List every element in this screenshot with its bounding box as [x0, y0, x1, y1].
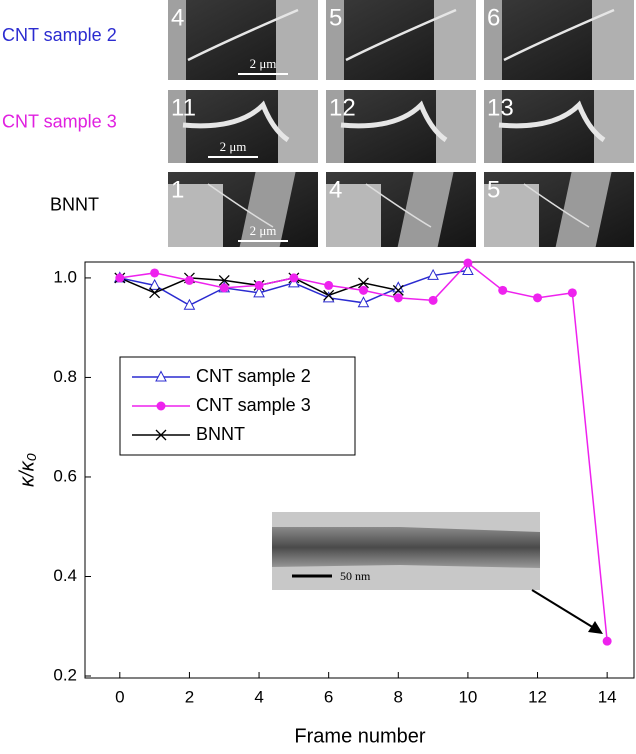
marker — [392, 284, 404, 296]
scale-bar-label: 2 μm — [220, 139, 247, 154]
electrode — [326, 184, 381, 247]
y-tick-label: 1.0 — [53, 267, 77, 286]
nanotube — [365, 183, 432, 228]
frame-number: 5 — [329, 4, 342, 31]
marker — [148, 278, 161, 290]
nanotube — [187, 8, 299, 62]
marker — [463, 258, 473, 268]
chart: 0.2 0.4 0.6 0.8 1.0 0 2 4 6 8 10 12 14 Frame number κ/… — [16, 258, 635, 747]
x-axis-label: Frame number — [294, 725, 425, 747]
legend-label: CNT sample 3 — [196, 395, 311, 415]
micrograph-panels: CNT sample 2 4 2 μm 5 6 CNT sample 3 11 2 μm 12 1… — [2, 0, 634, 247]
marker — [533, 293, 543, 303]
marker — [567, 288, 577, 298]
marker — [393, 293, 403, 303]
x-tick-label: 12 — [528, 687, 547, 706]
frame-number: 13 — [487, 94, 514, 121]
frame-number: 5 — [487, 176, 500, 203]
nanotube — [182, 100, 290, 143]
marker — [602, 636, 612, 646]
electrode — [484, 90, 502, 163]
frame-number: 1 — [171, 176, 184, 203]
row-label: CNT sample 2 — [2, 25, 117, 45]
marker — [115, 273, 125, 283]
marker — [323, 289, 335, 301]
y-axis-label: κ/κ₀ — [16, 453, 38, 487]
y-tick-label: 0.2 — [53, 665, 77, 684]
marker — [427, 268, 439, 280]
x-tick-label: 2 — [185, 687, 194, 706]
marker — [358, 277, 369, 289]
arrowhead — [588, 621, 603, 634]
electrode — [592, 0, 634, 80]
marker — [498, 285, 508, 295]
marker — [183, 298, 196, 310]
marker — [184, 275, 194, 285]
nanotube — [345, 8, 457, 62]
x-tick-label: 10 — [458, 687, 477, 706]
x-tick-label: 8 — [394, 687, 403, 706]
legend-label: CNT sample 2 — [196, 366, 311, 386]
y-tick-label: 0.6 — [53, 466, 77, 485]
nanotube — [207, 183, 274, 228]
row-label: BNNT — [50, 194, 99, 214]
frame-number: 4 — [329, 176, 342, 203]
marker — [149, 287, 161, 299]
electrode — [168, 0, 186, 80]
electrode — [168, 184, 223, 247]
electrode — [434, 0, 476, 80]
marker — [219, 283, 229, 293]
electrode — [397, 172, 454, 247]
nanotube — [340, 100, 448, 143]
x-tick-label: 4 — [254, 687, 263, 706]
arrow — [531, 589, 595, 629]
nanotube — [503, 8, 615, 62]
marker — [324, 280, 334, 290]
electrode — [594, 90, 634, 163]
y-tick-label: 0.4 — [53, 566, 77, 585]
legend-marker — [156, 401, 166, 411]
marker — [289, 273, 299, 283]
scale-bar-label: 2 μm — [250, 223, 277, 238]
electrode — [239, 172, 296, 247]
electrode — [326, 0, 344, 80]
marker — [428, 295, 438, 305]
marker — [358, 285, 368, 295]
electrode — [555, 172, 612, 247]
marker — [253, 286, 265, 298]
nanotube — [498, 100, 606, 143]
electrode — [276, 0, 318, 80]
frame-number: 6 — [487, 4, 500, 31]
legend-marker — [155, 429, 167, 441]
marker — [218, 274, 230, 286]
x-tick-label: 14 — [598, 687, 617, 706]
nanotube — [523, 183, 590, 228]
marker — [357, 296, 370, 308]
electrode — [484, 0, 502, 80]
electrode — [278, 90, 318, 163]
legend-marker — [155, 370, 167, 382]
x-tick-label: 0 — [115, 687, 124, 706]
inset-scale-label: 50 nm — [340, 569, 371, 583]
plot-frame — [84, 261, 635, 679]
marker — [150, 268, 160, 278]
electrode — [326, 90, 344, 163]
marker — [254, 280, 264, 290]
y-tick-label: 0.8 — [53, 367, 77, 386]
frame-number: 11 — [171, 94, 196, 121]
x-tick-label: 6 — [324, 687, 333, 706]
marker — [462, 263, 474, 275]
frame-number: 12 — [329, 94, 356, 121]
electrode — [168, 90, 186, 163]
electrode — [484, 184, 539, 247]
inset-tube — [272, 527, 540, 568]
row-label: CNT sample 3 — [2, 111, 117, 131]
electrode — [436, 90, 476, 163]
frame-number: 4 — [171, 4, 184, 31]
scale-bar-label: 2 μm — [250, 56, 277, 71]
legend-label: BNNT — [196, 424, 245, 444]
